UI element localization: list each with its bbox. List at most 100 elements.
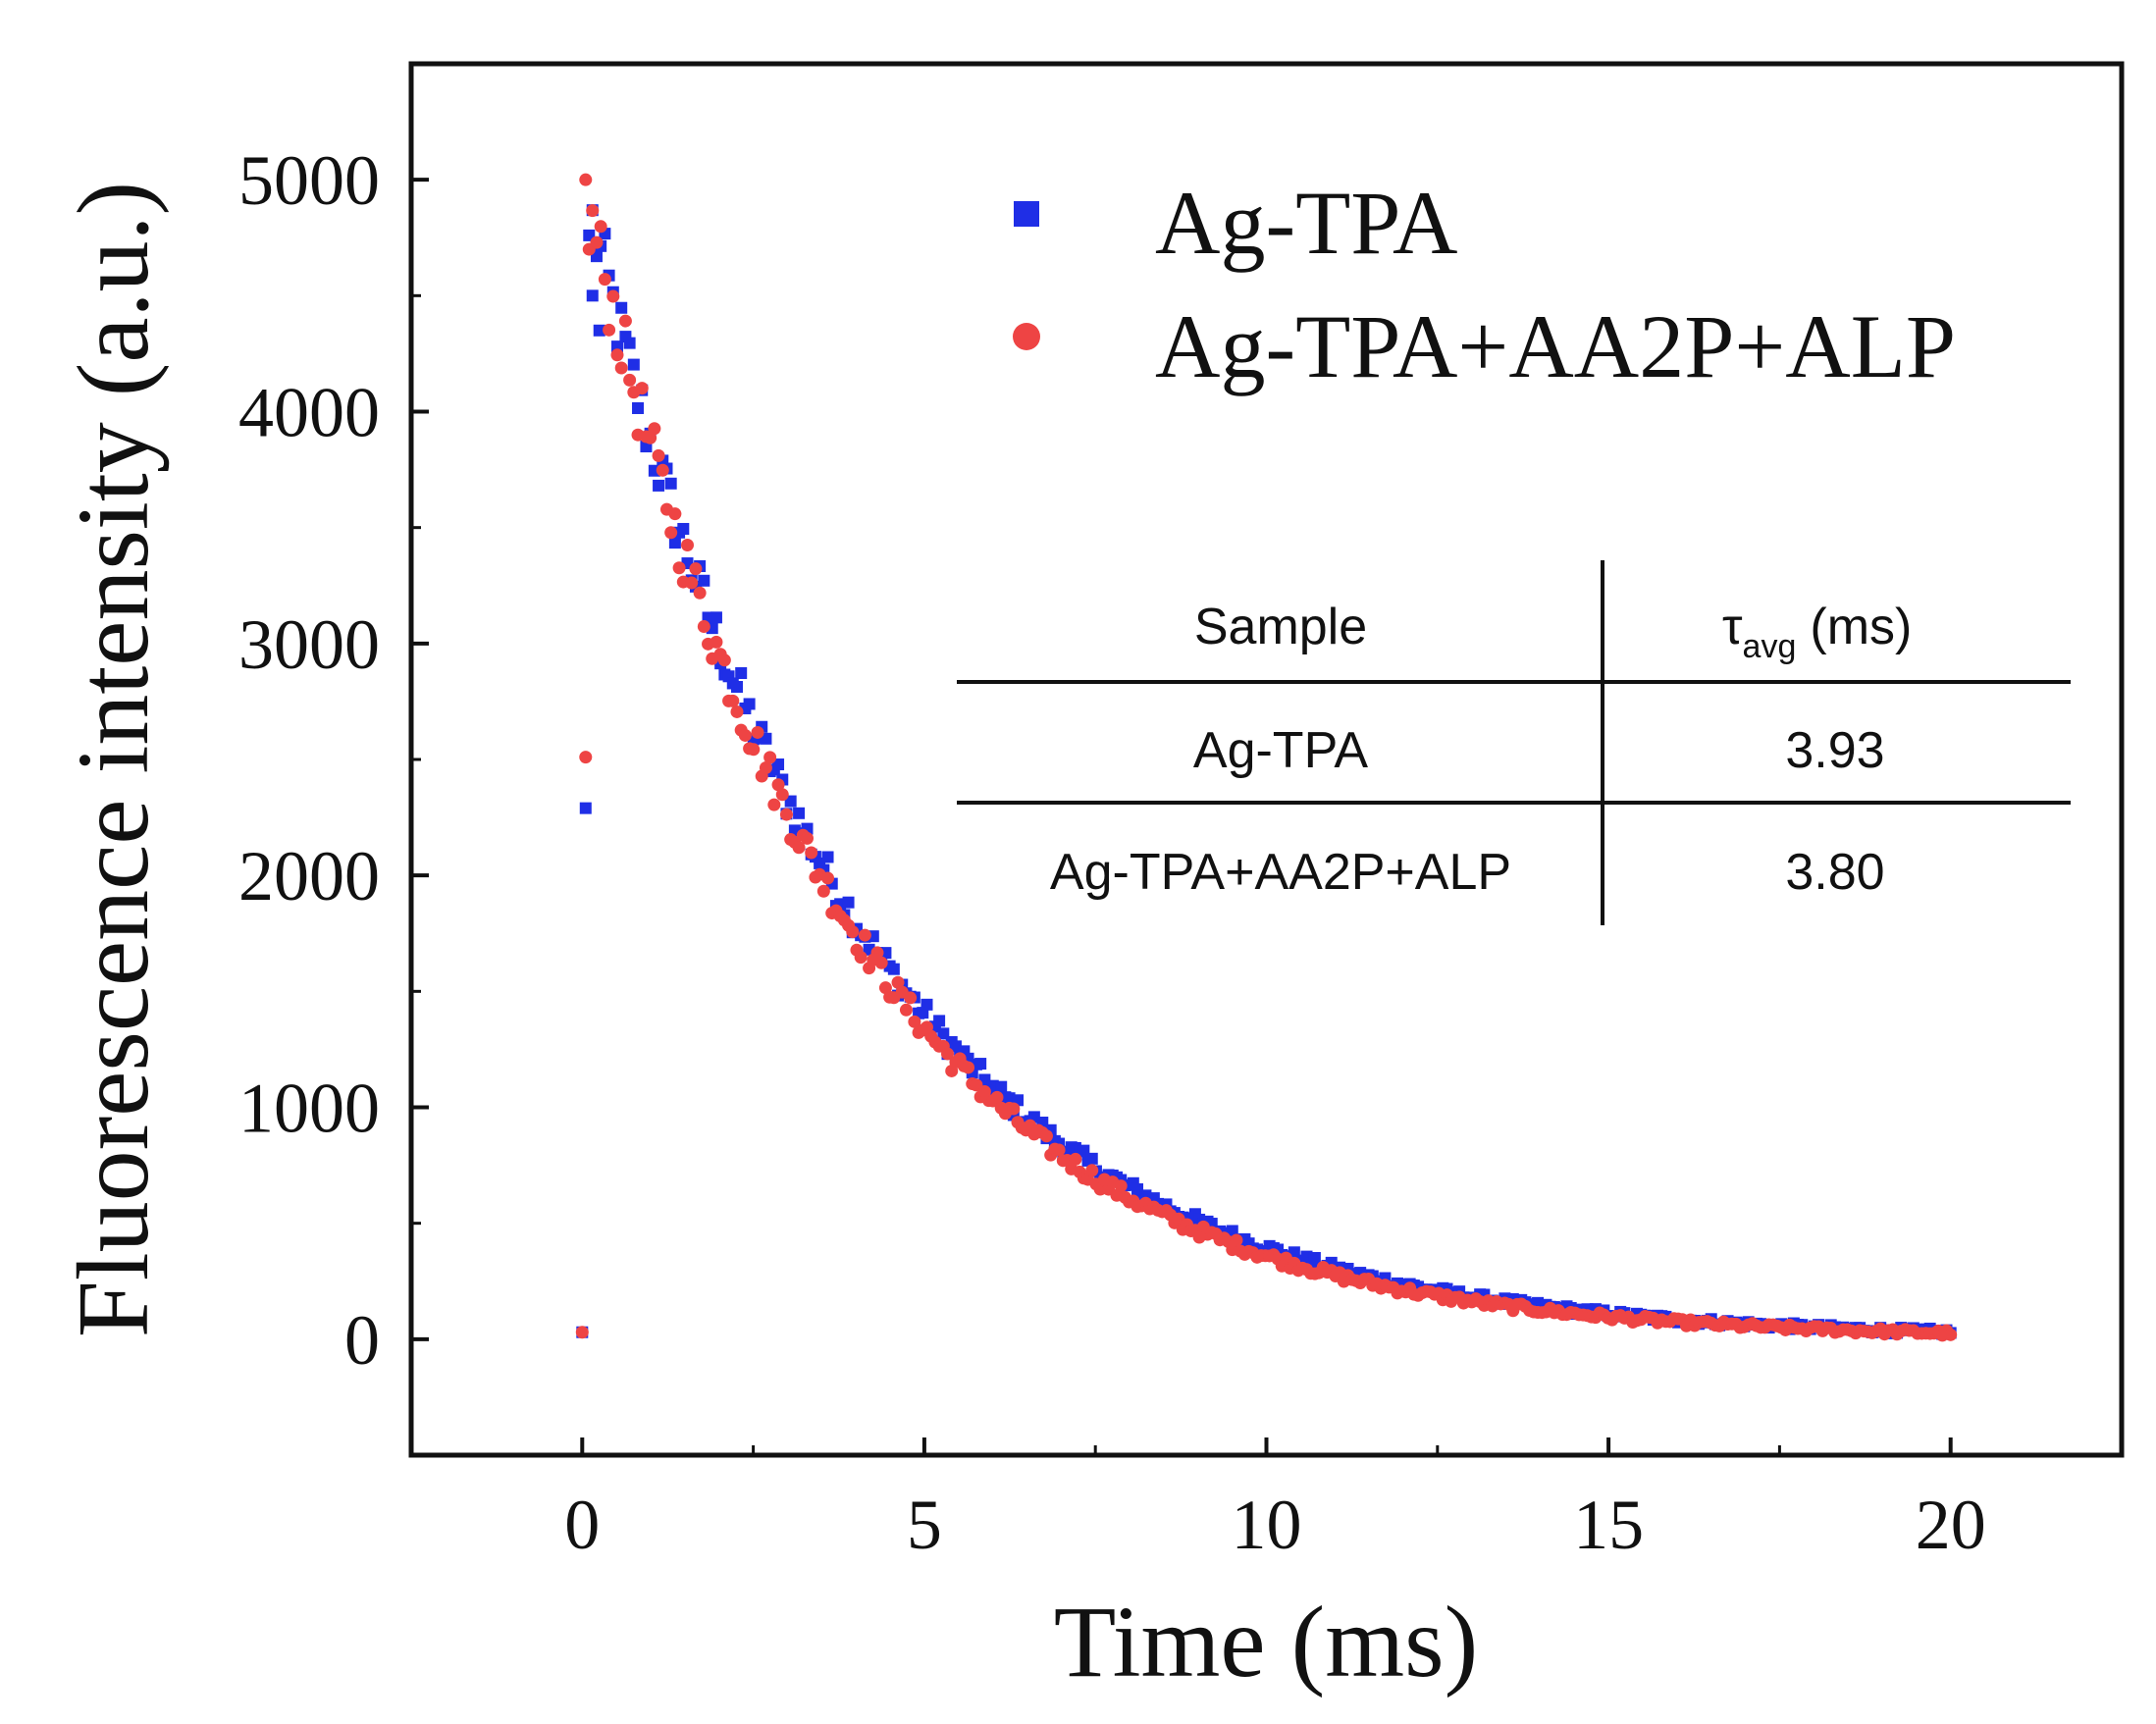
data-point xyxy=(816,884,830,898)
legend-marker-ag-tpa xyxy=(1014,201,1039,227)
data-point xyxy=(681,539,695,552)
data-point xyxy=(933,1015,946,1027)
data-point xyxy=(575,1326,589,1339)
legend-label-ag-tpa: Ag-TPA xyxy=(1155,173,1457,273)
data-point xyxy=(710,635,723,649)
data-point xyxy=(1085,1152,1098,1165)
data-point xyxy=(1052,1143,1066,1157)
data-point xyxy=(899,1003,913,1017)
data-point xyxy=(759,760,772,774)
data-points xyxy=(575,173,1958,1342)
data-point xyxy=(672,561,686,575)
data-point xyxy=(717,653,731,667)
data-point xyxy=(648,422,661,436)
y-tick-label: 5000 xyxy=(238,141,380,220)
data-point xyxy=(870,946,884,960)
y-tick-label: 3000 xyxy=(238,605,380,684)
data-point xyxy=(590,235,604,249)
ticks xyxy=(411,178,1953,1455)
data-point xyxy=(858,928,871,942)
data-point xyxy=(1230,1233,1243,1247)
data-point xyxy=(771,778,785,792)
x-tick-label: 5 xyxy=(907,1486,942,1564)
data-point xyxy=(677,522,690,535)
tick-labels: 0 5 10 15 20 0 1000 2000 3000 4000 5000 xyxy=(238,141,1986,1564)
table-header-tau: τavg (ms) xyxy=(1722,599,1912,665)
data-point xyxy=(846,925,860,939)
legend-marker-ag-tpa-aa2p-alp xyxy=(1013,323,1040,350)
inset-table: Sample τavg (ms) Ag-TPA 3.93 Ag-TPA+AA2P+… xyxy=(957,560,2071,925)
table-cell-tau-2: 3.80 xyxy=(1785,844,1884,901)
data-point xyxy=(772,758,785,771)
data-point xyxy=(821,871,835,885)
data-point xyxy=(606,289,620,303)
data-point xyxy=(579,751,593,764)
y-tick-label: 4000 xyxy=(238,374,380,452)
data-point xyxy=(598,273,611,287)
data-point xyxy=(1039,1129,1053,1143)
tau-subscript: avg xyxy=(1743,628,1797,665)
data-point xyxy=(874,956,888,969)
data-point xyxy=(793,807,806,819)
data-point xyxy=(730,680,743,693)
data-point xyxy=(784,795,797,808)
data-point xyxy=(821,851,834,863)
data-point xyxy=(586,204,600,218)
data-point xyxy=(618,314,632,328)
data-point xyxy=(962,1061,975,1074)
data-point xyxy=(586,289,599,302)
data-point xyxy=(689,562,703,576)
data-point xyxy=(751,725,764,739)
data-point xyxy=(891,975,905,989)
data-point xyxy=(990,1090,1004,1104)
data-point xyxy=(805,846,818,860)
data-point xyxy=(603,323,616,337)
data-point xyxy=(594,220,607,234)
data-point xyxy=(1069,1152,1082,1166)
legend-label-ag-tpa-aa2p-alp: Ag-TPA+AA2P+ALP xyxy=(1155,296,1956,396)
data-point xyxy=(904,991,918,1005)
data-point xyxy=(738,728,752,742)
data-point xyxy=(668,537,681,549)
data-point xyxy=(652,448,665,462)
data-point xyxy=(743,698,756,710)
table-cell-sample-1: Ag-TPA xyxy=(1193,722,1369,779)
data-point xyxy=(792,841,806,855)
data-point xyxy=(664,477,677,490)
data-point xyxy=(635,382,649,395)
table-header-sample: Sample xyxy=(1194,599,1367,655)
data-point xyxy=(614,361,628,375)
series-ag-tpa-aa2p-alp xyxy=(575,173,1958,1342)
x-tick-label: 0 xyxy=(564,1486,600,1564)
data-point xyxy=(710,611,722,624)
data-point xyxy=(1944,1328,1958,1341)
table-cell-sample-2: Ag-TPA+AA2P+ALP xyxy=(1050,844,1511,901)
data-point xyxy=(623,373,637,387)
x-tick-label: 10 xyxy=(1232,1486,1302,1564)
table-cell-tau-1: 3.93 xyxy=(1785,722,1884,779)
data-point xyxy=(668,507,682,521)
data-point xyxy=(610,348,624,362)
data-point xyxy=(763,751,777,764)
data-point xyxy=(908,1015,921,1028)
data-point xyxy=(664,526,678,540)
data-point xyxy=(726,694,740,707)
data-point xyxy=(974,1058,987,1071)
data-point xyxy=(854,951,868,965)
tau-symbol: τ xyxy=(1722,599,1743,655)
data-point xyxy=(730,705,744,718)
data-point xyxy=(995,1080,1008,1093)
data-point xyxy=(941,1047,955,1061)
y-tick-label: 1000 xyxy=(238,1070,380,1148)
x-tick-label: 20 xyxy=(1916,1486,1986,1564)
data-point xyxy=(779,808,793,821)
data-point xyxy=(697,620,710,634)
data-point xyxy=(653,479,665,492)
data-point xyxy=(800,831,814,845)
x-tick-label: 15 xyxy=(1573,1486,1644,1564)
data-point xyxy=(775,788,789,802)
data-point xyxy=(623,337,636,349)
data-point xyxy=(615,301,628,314)
data-point xyxy=(1085,1164,1099,1177)
